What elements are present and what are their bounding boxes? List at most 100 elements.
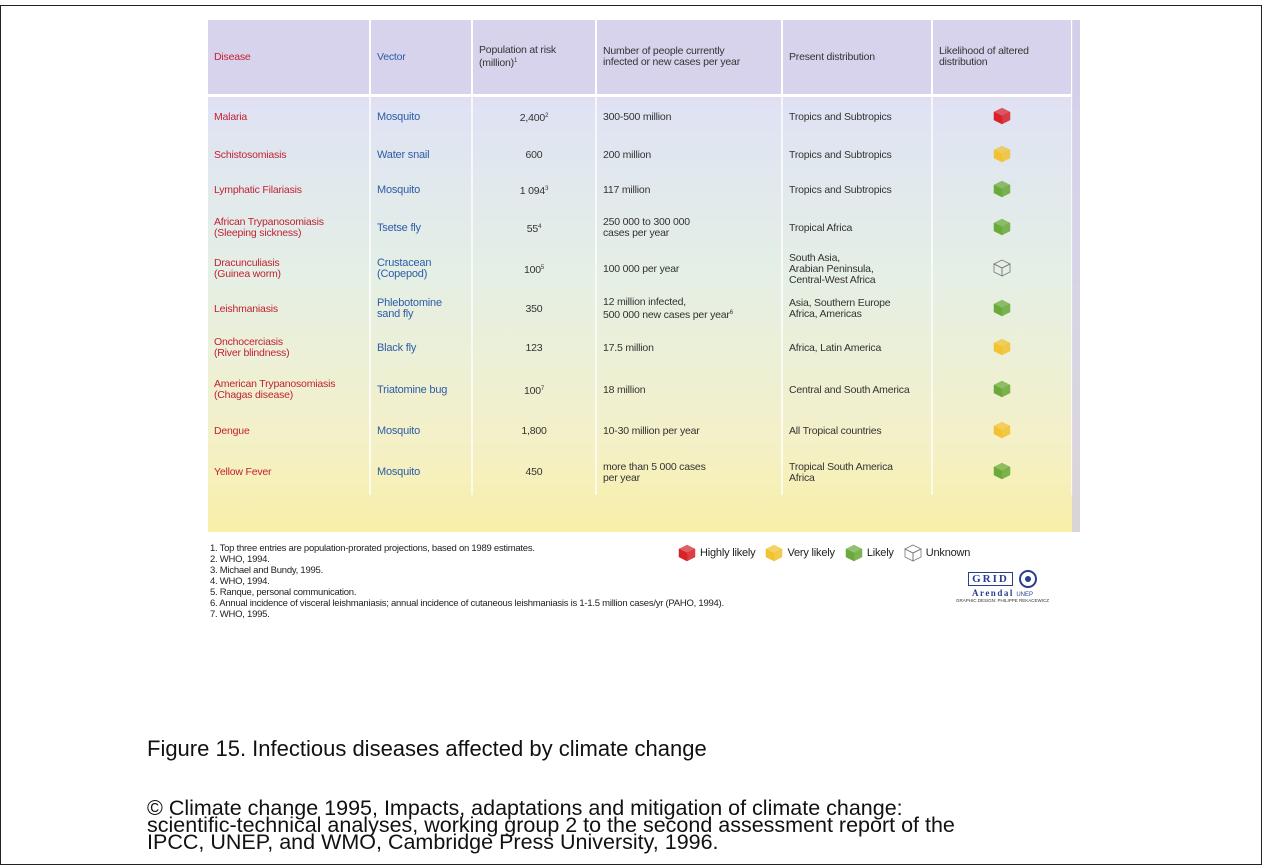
population: 1,800 [472, 412, 597, 450]
population-value: 2,400 [519, 111, 546, 124]
legend-label: Highly likely [700, 547, 756, 559]
population: 600 [472, 137, 597, 173]
legend-label: Very likely [787, 547, 835, 559]
legend-item: Highly likely [678, 544, 756, 562]
population-note: 5 [540, 264, 545, 271]
likelihood [932, 412, 1073, 450]
column-header: Disease [208, 20, 371, 94]
population: 350 [472, 290, 597, 328]
table-row: Malaria Mosquito 2,4002 300-500 million Trop… [208, 97, 1073, 137]
distribution: South Asia, Arabian Peninsula, Central-W… [782, 248, 933, 290]
likelihood [932, 368, 1073, 412]
legend-item: Unknown [903, 544, 970, 562]
distribution: Africa, Latin America [782, 328, 933, 368]
cases: more than 5 000 cases per year [596, 450, 783, 495]
figure: Disease Vector Population at risk (million… [208, 20, 1080, 532]
header-note: 1 [513, 58, 518, 64]
separator-cell [208, 94, 1073, 97]
cases: 100 000 per year [596, 248, 783, 290]
footnote: 7. WHO, 1995. [210, 609, 270, 620]
disease: Dracunculiasis (Guinea worm) [208, 248, 371, 290]
cases-value: 300-500 million [603, 110, 672, 123]
cases-value: 100 000 per year [603, 262, 680, 275]
copyright: © Climate change 1995, Impacts, adaptati… [147, 797, 955, 854]
vector: Black fly [370, 328, 473, 368]
copyright-line: scientific-technical analyses, working g… [147, 813, 955, 837]
disease: Onchocerciasis (River blindness) [208, 328, 371, 368]
vector: Mosquito [370, 450, 473, 495]
logo-arendal: Arendal [971, 588, 1014, 598]
likelihood [932, 97, 1073, 137]
header-text: Number of people currently infected or n… [603, 45, 740, 68]
population-value: 123 [525, 341, 543, 354]
distribution: Tropics and Subtropics [782, 173, 933, 208]
column-header: Present distribution [782, 20, 933, 94]
header-text: Present distribution [789, 50, 875, 63]
copyright-line: IPCC, UNEP, and WMO, Cambridge Press Uni… [147, 830, 719, 854]
likelihood-icon [993, 421, 1011, 438]
table-row: American Trypanosomiasis (Chagas disease… [208, 368, 1073, 412]
cases-note: 6 [729, 310, 733, 316]
vector: Tsetse fly [370, 208, 473, 248]
disease: Malaria [208, 97, 371, 137]
cases: 18 million [596, 368, 783, 412]
likelihood-icon [765, 544, 784, 562]
header-row: Disease Vector Population at risk (million… [208, 20, 1073, 94]
column-header: Number of people currently infected or n… [596, 20, 783, 94]
cases-value: 18 million [603, 383, 646, 396]
table-row: Lymphatic Filariasis Mosquito 1 0943 117 mi… [208, 173, 1073, 208]
logo-grid: GRID [968, 572, 1013, 586]
cases-value: 10-30 million per year [603, 424, 700, 437]
distribution: Tropics and Subtropics [782, 137, 933, 173]
likelihood-icon [993, 299, 1011, 316]
distribution: All Tropical countries [782, 412, 933, 450]
population-note: 4 [538, 223, 542, 230]
distribution: Asia, Southern Europe Africa, Americas [782, 290, 933, 328]
population-value: 100 [523, 263, 541, 276]
cases: 117 million [596, 173, 783, 208]
table-body: Malaria Mosquito 2,4002 300-500 million Trop… [208, 94, 1073, 495]
table-row: African Trypanosomiasis (Sleeping sickne… [208, 208, 1073, 248]
column-header: Likelihood of altered distribution [932, 20, 1073, 94]
cases: 300-500 million [596, 97, 783, 137]
population-value: 350 [525, 302, 543, 315]
vector: Mosquito [370, 173, 473, 208]
cases-value: 250 000 to 300 000 cases per year [603, 216, 690, 239]
header-text: Disease [214, 50, 251, 63]
header-text: Population at risk (million) [479, 44, 556, 69]
table-row: Dengue Mosquito 1,800 10-30 million per yea… [208, 412, 1073, 450]
population-note: 2 [545, 112, 549, 119]
population: 2,4002 [472, 97, 597, 137]
logo: GRID Arendal UNEP GRAPHIC DESIGN: PHILIP… [930, 570, 1075, 603]
cases-value: 17.5 million [603, 341, 654, 354]
legend: Highly likely Very likely Likely Unknown [678, 544, 970, 562]
likelihood [932, 248, 1073, 290]
disease: Dengue [208, 412, 371, 450]
population-value: 450 [525, 466, 543, 478]
population-note: 7 [540, 385, 545, 392]
population-value: 100 [523, 384, 541, 397]
cases-value: 200 million [603, 148, 651, 161]
vector: Phlebotomine sand fly [370, 290, 473, 328]
footnotes: 1. Top three entries are population-pror… [210, 543, 724, 620]
footnote: 2. WHO, 1994. [210, 554, 270, 565]
table-row: Yellow Fever Mosquito 450 more than 5 000 c… [208, 450, 1073, 495]
table-row: Schistosomiasis Water snail 600 200 million… [208, 137, 1073, 173]
header-text: Vector [377, 50, 406, 63]
population-value: 1,800 [521, 424, 547, 437]
disease-table: Disease Vector Population at risk (million… [208, 20, 1073, 495]
table-row: Leishmaniasis Phlebotomine sand fly 350 12 … [208, 290, 1073, 328]
cases-value: 12 million infected, 500 000 new cases p… [603, 296, 730, 321]
likelihood-icon [993, 218, 1011, 235]
population: 1007 [472, 368, 597, 412]
likelihood-icon [993, 145, 1011, 162]
likelihood-icon [993, 338, 1011, 355]
cases-value: 117 million [603, 184, 651, 196]
distribution: Central and South America [782, 368, 933, 412]
column-header: Vector [370, 20, 473, 94]
table-row: Onchocerciasis (River blindness) Black fl… [208, 328, 1073, 368]
likelihood-icon [993, 180, 1011, 198]
disease: Leishmaniasis [208, 290, 371, 328]
population: 1 0943 [472, 173, 597, 208]
logo-unep: UNEP [1016, 592, 1034, 598]
